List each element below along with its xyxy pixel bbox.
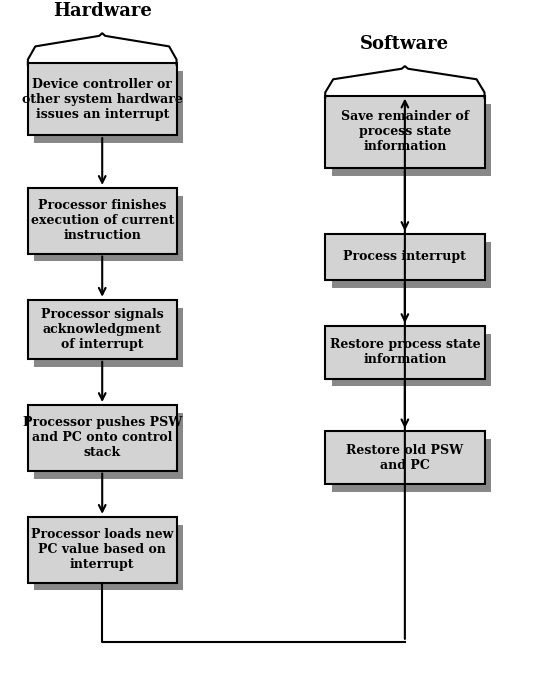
- FancyBboxPatch shape: [325, 234, 485, 280]
- FancyBboxPatch shape: [331, 439, 491, 491]
- FancyBboxPatch shape: [331, 242, 491, 288]
- Text: Processor loads new
PC value based on
interrupt: Processor loads new PC value based on in…: [31, 528, 174, 571]
- Text: Processor signals
acknowledgment
of interrupt: Processor signals acknowledgment of inte…: [41, 308, 163, 351]
- Text: Save remainder of
process state
information: Save remainder of process state informat…: [341, 110, 469, 153]
- Text: Device controller or
other system hardware
issues an interrupt: Device controller or other system hardwa…: [22, 78, 183, 120]
- FancyBboxPatch shape: [28, 63, 177, 135]
- Text: Processor finishes
execution of current
instruction: Processor finishes execution of current …: [31, 199, 174, 242]
- FancyBboxPatch shape: [331, 334, 491, 387]
- FancyBboxPatch shape: [325, 96, 485, 168]
- FancyBboxPatch shape: [325, 326, 485, 379]
- Text: Processor pushes PSW
and PC onto control
stack: Processor pushes PSW and PC onto control…: [23, 416, 182, 459]
- FancyBboxPatch shape: [34, 71, 183, 143]
- FancyBboxPatch shape: [325, 431, 485, 484]
- FancyBboxPatch shape: [34, 196, 183, 262]
- Text: Restore old PSW
and PC: Restore old PSW and PC: [346, 443, 464, 472]
- Text: Hardware: Hardware: [53, 2, 151, 20]
- Text: Restore process state
information: Restore process state information: [329, 338, 480, 366]
- FancyBboxPatch shape: [34, 308, 183, 367]
- FancyBboxPatch shape: [28, 516, 177, 583]
- Text: Process interrupt: Process interrupt: [343, 250, 466, 264]
- FancyBboxPatch shape: [28, 405, 177, 470]
- FancyBboxPatch shape: [34, 525, 183, 590]
- FancyBboxPatch shape: [34, 413, 183, 479]
- FancyBboxPatch shape: [331, 103, 491, 176]
- FancyBboxPatch shape: [28, 299, 177, 359]
- Text: Software: Software: [360, 35, 450, 53]
- FancyBboxPatch shape: [28, 188, 177, 254]
